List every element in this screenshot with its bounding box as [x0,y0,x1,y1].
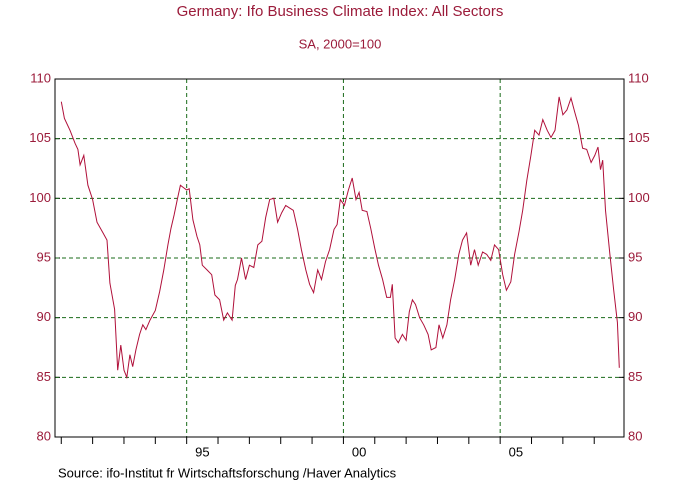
y2-tick-label: 110 [628,70,649,85]
y-tick-label: 110 [30,70,51,85]
chart-subtitle: SA, 2000=100 [299,36,382,51]
y2-tick-label: 85 [628,369,642,384]
y2-tick-label: 105 [628,130,650,145]
y2-tick-label: 95 [628,249,642,264]
y2-tick-label: 90 [628,309,642,324]
x-tick-label: 95 [195,444,209,459]
y2-tick-label: 100 [628,190,650,205]
y-tick-label: 95 [37,249,51,264]
data-line [60,96,620,380]
x-tick-label: 00 [352,444,366,459]
y2-tick-label: 80 [628,428,642,443]
y-tick-label: 100 [29,190,51,205]
source-note: Source: ifo-Institut fr Wirtschaftsforsc… [58,465,397,480]
chart-title: Germany: Ifo Business Climate Index: All… [177,3,504,20]
y-tick-label: 85 [37,369,51,384]
y-tick-label: 90 [37,309,51,324]
y-tick-label: 105 [29,130,51,145]
plot-frame [54,78,625,438]
y-tick-label: 80 [37,428,51,443]
x-tick-label: 05 [509,444,523,459]
